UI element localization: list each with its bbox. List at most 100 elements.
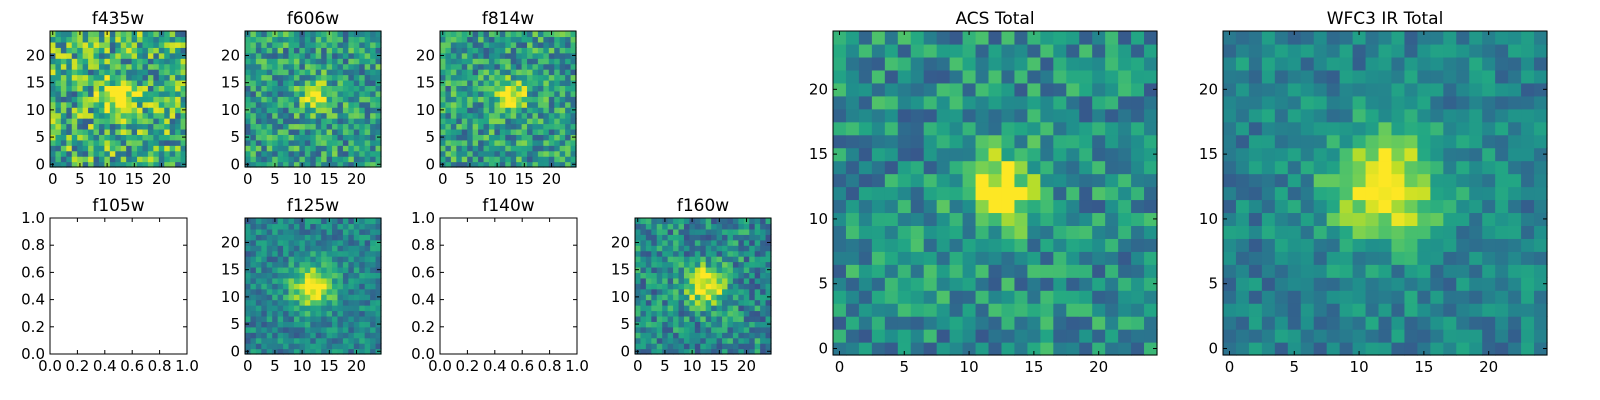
heatmap-cell bbox=[445, 69, 452, 76]
heatmap-cell bbox=[456, 41, 463, 48]
heatmap-cell bbox=[180, 36, 187, 43]
heatmap-cell bbox=[1469, 56, 1483, 71]
heatmap-cell bbox=[1521, 56, 1535, 71]
heatmap-cell bbox=[1079, 238, 1093, 252]
heatmap-cell bbox=[1248, 147, 1263, 162]
heatmap-cell bbox=[1521, 251, 1535, 265]
heatmap-cell bbox=[1040, 199, 1054, 214]
heatmap-cell bbox=[910, 264, 925, 278]
heatmap-cell bbox=[315, 150, 322, 157]
heatmap-cell bbox=[342, 74, 349, 81]
heatmap-cell bbox=[1001, 212, 1016, 226]
heatmap-cell bbox=[1118, 108, 1132, 123]
heatmap-cell bbox=[147, 69, 154, 76]
panel-f814w: 0 5 10 15 20 0 5 10 15 20 f814w bbox=[416, 9, 577, 188]
heatmap-cell bbox=[651, 288, 658, 295]
heatmap-cell bbox=[82, 85, 89, 92]
heatmap-cell bbox=[147, 150, 154, 157]
heatmap-cell bbox=[949, 199, 964, 214]
heatmap-cell bbox=[1495, 186, 1509, 201]
heatmap-cell bbox=[266, 101, 273, 108]
heatmap-cell bbox=[50, 139, 57, 146]
heatmap-cell bbox=[478, 79, 485, 86]
heatmap-cell bbox=[364, 277, 371, 284]
heatmap-cell bbox=[949, 43, 964, 58]
heatmap-cell bbox=[293, 245, 300, 252]
heatmap-cell bbox=[283, 107, 290, 114]
heatmap-cell bbox=[673, 326, 680, 333]
heatmap-cell bbox=[321, 288, 328, 295]
heatmap-cell bbox=[1001, 303, 1016, 317]
heatmap-cells bbox=[833, 31, 1158, 356]
heatmap-cell bbox=[1430, 316, 1444, 330]
heatmap-cell bbox=[109, 139, 116, 146]
heatmap-cell bbox=[871, 303, 886, 317]
heatmap-cell bbox=[651, 250, 658, 257]
heatmap-cell bbox=[570, 128, 577, 135]
heatmap-cell bbox=[277, 161, 284, 168]
heatmap-cell bbox=[1105, 82, 1119, 97]
heatmap-cell bbox=[456, 58, 463, 65]
heatmap-cell bbox=[375, 332, 382, 339]
heatmap-cell bbox=[299, 250, 306, 257]
heatmap-cell bbox=[164, 31, 171, 38]
heatmap-cell bbox=[126, 107, 133, 114]
heatmap-cell bbox=[711, 332, 718, 339]
heatmap-cell bbox=[521, 123, 528, 130]
heatmap-cell bbox=[315, 63, 322, 70]
heatmap-cell bbox=[55, 118, 62, 125]
heatmap-cell bbox=[1079, 31, 1093, 45]
heatmap-cell bbox=[510, 69, 517, 76]
heatmap-cell bbox=[1378, 31, 1393, 45]
heatmap-cell bbox=[1365, 108, 1380, 123]
heatmap-cell bbox=[1092, 212, 1106, 226]
heatmap-cell bbox=[158, 90, 165, 97]
heatmap-cell bbox=[131, 145, 138, 152]
heatmap-cell bbox=[104, 90, 111, 97]
heatmap-cell bbox=[565, 161, 572, 168]
heatmap-cell bbox=[55, 161, 62, 168]
heatmap-cell bbox=[936, 251, 951, 265]
heatmap-cell bbox=[1391, 186, 1406, 201]
heatmap-cell bbox=[662, 256, 669, 263]
heatmap-cell bbox=[277, 31, 284, 38]
heatmap-cell bbox=[722, 250, 729, 257]
heatmap-cell bbox=[245, 299, 252, 306]
heatmap-cell bbox=[126, 112, 133, 119]
heatmap-cell bbox=[871, 43, 886, 58]
heatmap-cell bbox=[1235, 212, 1250, 226]
heatmap-cell bbox=[261, 288, 268, 295]
heatmap-cell bbox=[897, 69, 912, 84]
heatmap-cell bbox=[315, 228, 322, 235]
heatmap-cell bbox=[1365, 186, 1380, 201]
heatmap-cell bbox=[651, 261, 658, 268]
heatmap-cell bbox=[667, 218, 674, 225]
heatmap-cell bbox=[364, 47, 371, 54]
heatmap-cell bbox=[310, 266, 317, 273]
heatmap-cell bbox=[321, 321, 328, 328]
heatmap-cell bbox=[727, 266, 734, 273]
heatmap-cell bbox=[1508, 31, 1522, 45]
heatmap-cell bbox=[461, 134, 468, 141]
heatmap-cell bbox=[277, 85, 284, 92]
heatmap-cell bbox=[277, 123, 284, 130]
x-tick-label: 1.0 bbox=[565, 357, 589, 375]
heatmap-cell bbox=[1326, 199, 1341, 214]
heatmap-cell bbox=[277, 315, 284, 322]
heatmap-cell bbox=[1534, 264, 1548, 278]
heatmap-cell bbox=[1105, 342, 1119, 356]
heatmap-cell bbox=[640, 272, 647, 279]
heatmap-cell bbox=[104, 101, 111, 108]
heatmap-cell bbox=[1456, 56, 1470, 71]
heatmap-cell bbox=[348, 85, 355, 92]
heatmap-cell bbox=[1040, 121, 1054, 136]
heatmap-cell bbox=[1274, 277, 1289, 291]
heatmap-cell bbox=[332, 74, 339, 81]
heatmap-cell bbox=[370, 85, 377, 92]
heatmap-cell bbox=[1391, 108, 1406, 123]
heatmap-cell bbox=[93, 74, 100, 81]
heatmap-cell bbox=[510, 52, 517, 59]
heatmap-cell bbox=[332, 250, 339, 257]
heatmap-cell bbox=[261, 239, 268, 246]
heatmap-cell bbox=[472, 156, 479, 163]
